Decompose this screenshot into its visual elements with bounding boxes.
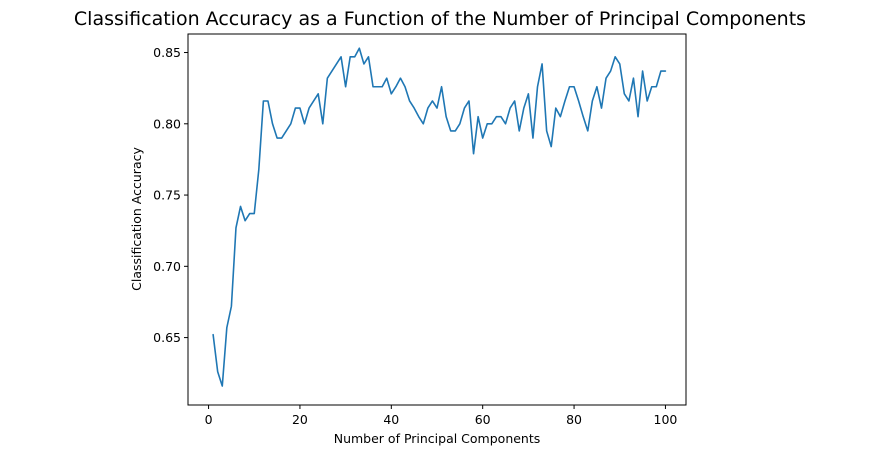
x-tick-label: 80 [566,412,582,427]
x-tick-label: 60 [475,412,491,427]
y-tick-label: 0.85 [153,45,181,60]
y-tick-label: 0.80 [153,116,181,131]
chart-title: Classification Accuracy as a Function of… [74,8,806,30]
x-tick-label: 40 [383,412,399,427]
axes-frame [187,33,687,406]
y-axis-label: Classification Accuracy [129,147,144,291]
x-tick-label: 20 [292,412,308,427]
x-tick-label: 0 [205,412,213,427]
x-axis-ticks: 0 20 40 60 80 100 [205,405,678,427]
accuracy-series-line [212,47,667,387]
y-tick-label: 0.70 [153,259,181,274]
x-tick-label: 100 [654,412,678,427]
y-tick-label: 0.65 [153,330,181,345]
x-axis-label: Number of Principal Components [334,431,541,446]
plot-area: 0 20 40 60 80 100 0.65 0.70 0.75 0.80 0.85 [153,33,687,427]
y-tick-label: 0.75 [153,188,181,203]
y-axis-ticks: 0.65 0.70 0.75 0.80 0.85 [153,45,188,345]
